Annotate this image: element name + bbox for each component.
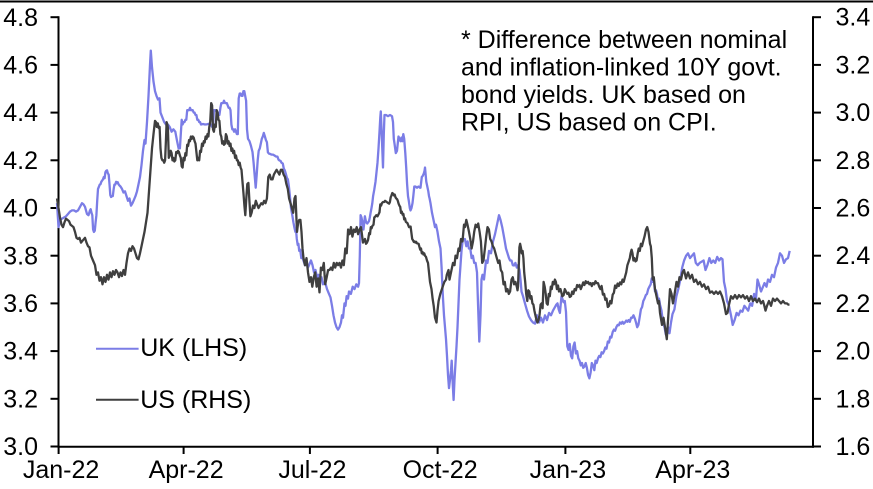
svg-text:2.0: 2.0: [836, 338, 871, 366]
svg-text:RPI, US based on CPI.: RPI, US based on CPI.: [461, 109, 717, 137]
svg-text:3.8: 3.8: [3, 242, 38, 270]
svg-text:3.0: 3.0: [3, 433, 38, 461]
svg-text:1.8: 1.8: [836, 385, 871, 413]
svg-text:1.6: 1.6: [836, 433, 871, 461]
svg-text:4.6: 4.6: [3, 52, 38, 80]
svg-text:Apr-22: Apr-22: [149, 456, 224, 484]
svg-text:4.2: 4.2: [3, 147, 38, 175]
svg-text:4.4: 4.4: [3, 99, 38, 127]
svg-text:3.4: 3.4: [3, 338, 38, 366]
svg-text:2.2: 2.2: [836, 290, 871, 318]
svg-text:4.0: 4.0: [3, 195, 38, 223]
svg-text:Jan-22: Jan-22: [23, 456, 99, 484]
svg-text:2.8: 2.8: [836, 147, 871, 175]
svg-text:* Difference between nominal: * Difference between nominal: [461, 26, 787, 54]
svg-text:3.4: 3.4: [836, 4, 871, 32]
svg-text:2.4: 2.4: [836, 242, 871, 270]
svg-text:3.0: 3.0: [836, 99, 871, 127]
svg-text:Jul-22: Jul-22: [278, 456, 346, 484]
svg-text:UK (LHS): UK (LHS): [140, 334, 247, 362]
svg-text:3.2: 3.2: [3, 385, 38, 413]
svg-text:Apr-23: Apr-23: [655, 456, 730, 484]
svg-text:3.2: 3.2: [836, 51, 871, 79]
svg-text:bond yields. UK based on: bond yields. UK based on: [461, 81, 746, 109]
svg-text:2.6: 2.6: [836, 195, 871, 223]
svg-text:4.8: 4.8: [3, 4, 38, 32]
svg-text:Oct-22: Oct-22: [403, 456, 478, 484]
svg-text:Jan-23: Jan-23: [530, 456, 606, 484]
svg-text:3.6: 3.6: [3, 290, 38, 318]
svg-text:and inflation-linked 10Y govt.: and inflation-linked 10Y govt.: [461, 53, 782, 81]
svg-text:US (RHS): US (RHS): [140, 386, 251, 414]
